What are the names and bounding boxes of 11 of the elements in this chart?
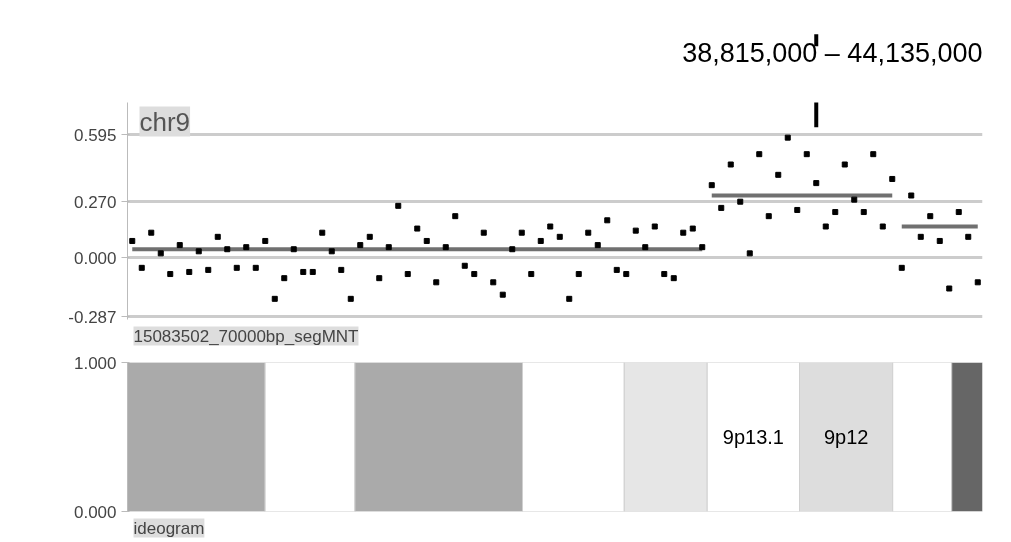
y-tick-label: 0.270	[73, 192, 117, 212]
y-tick-label: 0.000	[73, 248, 117, 268]
text: 15083502_70000bp_segMNT	[133, 326, 359, 346]
series-label: 9p13.1	[722, 426, 784, 448]
series-label: 9p12	[823, 426, 869, 448]
y-tick-label: -0.287	[68, 307, 117, 327]
y-tick-label: 0.595	[73, 125, 117, 145]
text: ideogram	[133, 518, 205, 538]
text: 38,815,000 – 44,135,000	[682, 37, 983, 68]
text: 1.000	[73, 353, 117, 373]
chart-title: chr9	[139, 106, 191, 137]
